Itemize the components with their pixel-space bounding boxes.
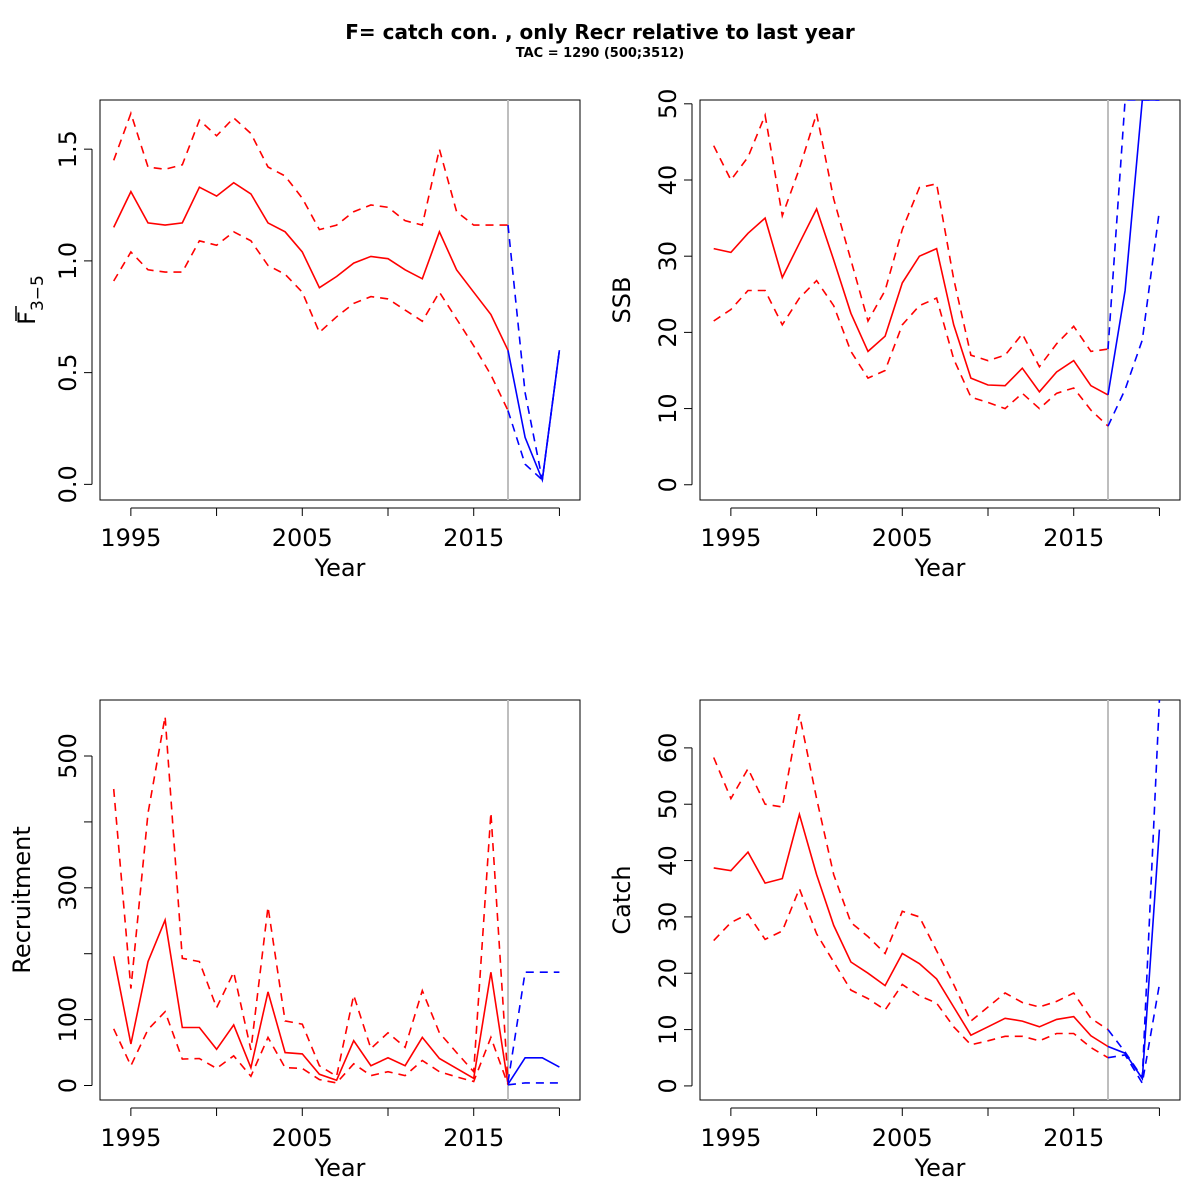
y-axis-label: Recruitment xyxy=(8,826,36,973)
y-axis-label: Catch xyxy=(608,865,636,934)
f-panel: 1995 2005 2015 0.0 0.5 1.0 1.5 Year F3−5 xyxy=(13,99,581,582)
plot-frame xyxy=(699,99,1181,501)
x-tick-label: 1995 xyxy=(700,524,761,552)
forecast-lower-line xyxy=(507,1082,560,1086)
y-tick-label: 0 xyxy=(654,1078,682,1093)
y-tick-label: 50 xyxy=(654,789,682,820)
history-lower-line xyxy=(713,886,1109,1059)
history-upper-line xyxy=(712,713,1109,1031)
plot-frame xyxy=(699,699,1181,1101)
y-tick-label: 40 xyxy=(654,845,682,876)
y-tick-label: 1.5 xyxy=(54,130,82,168)
y-tick-label: 60 xyxy=(654,733,682,764)
y-tick-label: 100 xyxy=(54,997,82,1043)
forecast-upper-line xyxy=(1107,700,1161,1080)
x-tick-label: 2005 xyxy=(272,524,333,552)
x-tick-label: 2015 xyxy=(443,524,504,552)
x-axis-label: Year xyxy=(914,1154,966,1182)
y-tick-label: 0 xyxy=(654,477,682,492)
history-lower-line xyxy=(113,230,509,411)
y-tick-label: 500 xyxy=(54,733,82,779)
y-tick-label: 0.0 xyxy=(54,465,82,503)
y-tick-label: 0 xyxy=(54,1078,82,1093)
x-tick-label: 2005 xyxy=(872,524,933,552)
y-tick-label: 20 xyxy=(654,317,682,348)
ssb-panel: 1995 2005 2015 0 10 20 30 40 50 Year SSB xyxy=(608,89,1181,582)
main-title: F= catch con. , only Recr relative to la… xyxy=(345,20,855,44)
history-estimate-line xyxy=(713,811,1109,1048)
forecast-upper-line xyxy=(1107,100,1160,350)
recruitment-panel: 1995 2005 2015 0 100 300 500 Year Recruitment xyxy=(8,699,581,1182)
x-tick-label: 2015 xyxy=(1043,524,1104,552)
y-axis-label-subscript: 3−5 xyxy=(28,275,48,311)
history-lower-line xyxy=(713,279,1109,427)
forecast-upper-line xyxy=(507,971,560,1083)
forecast-estimate-line xyxy=(507,1057,560,1085)
y-tick-label: 10 xyxy=(654,1014,682,1045)
history-estimate-line xyxy=(112,917,509,1085)
forecast-lower-line xyxy=(1107,210,1161,427)
y-tick-label: 10 xyxy=(654,393,682,424)
y-tick-label: 40 xyxy=(654,165,682,196)
x-tick-label: 2005 xyxy=(872,1124,933,1152)
y-tick-label: 0.5 xyxy=(54,354,82,392)
history-upper-line xyxy=(712,112,1109,369)
x-tick-label: 2015 xyxy=(443,1124,504,1152)
forecast-lower-line xyxy=(507,350,561,482)
history-upper-line xyxy=(112,716,509,1083)
y-tick-label: 50 xyxy=(654,89,682,120)
sub-title: TAC = 1290 (500;3512) xyxy=(515,46,685,61)
forecast-estimate-line xyxy=(1107,100,1160,396)
history-estimate-line xyxy=(713,206,1109,396)
plot-frame xyxy=(99,99,581,501)
history-upper-line xyxy=(112,110,508,231)
y-tick-label: 20 xyxy=(654,958,682,989)
y-axis-label: F3−5 xyxy=(13,275,48,325)
forecast-estimate-line xyxy=(507,350,561,484)
forecast-upper-line xyxy=(507,225,561,481)
x-axis-label: Year xyxy=(314,1154,366,1182)
y-tick-label: 300 xyxy=(54,865,82,911)
x-axis-label: Year xyxy=(314,554,366,582)
x-tick-label: 1995 xyxy=(100,1124,161,1152)
catch-panel: 1995 2005 2015 0 10 20 30 40 50 60 Year Catch xyxy=(608,699,1181,1182)
x-tick-label: 2015 xyxy=(1043,1124,1104,1152)
y-tick-label: 1.0 xyxy=(54,242,82,280)
y-tick-label: 30 xyxy=(654,902,682,933)
y-axis-label: SSB xyxy=(608,277,636,324)
x-tick-label: 1995 xyxy=(700,1124,761,1152)
x-axis-label: Year xyxy=(914,554,966,582)
history-estimate-line xyxy=(112,181,509,351)
plot-frame xyxy=(99,699,581,1101)
x-tick-label: 1995 xyxy=(100,524,161,552)
history-lower-line xyxy=(112,1010,509,1086)
forecast-lower-line xyxy=(1107,984,1161,1086)
x-tick-label: 2005 xyxy=(272,1124,333,1152)
y-tick-label: 30 xyxy=(654,241,682,272)
